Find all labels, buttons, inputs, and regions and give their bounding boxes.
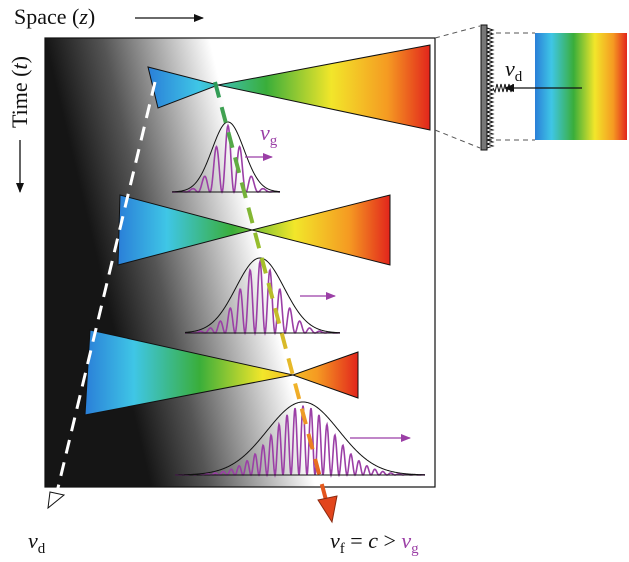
text: > [378, 528, 401, 553]
text: c [368, 528, 378, 553]
text: v [401, 528, 411, 553]
text: f [340, 541, 345, 557]
carrier [171, 123, 281, 194]
vd-inset-label: vd [505, 56, 523, 85]
text: z [78, 4, 88, 29]
text: v [505, 56, 515, 81]
inset [434, 24, 627, 151]
text: d [515, 69, 523, 85]
text: ) [88, 4, 95, 29]
arrow-head [47, 491, 66, 510]
space-label: Space (z) [14, 4, 95, 29]
text: Time ( [7, 70, 32, 128]
bowties [84, 44, 431, 416]
grating-teeth [486, 27, 514, 149]
grating [480, 24, 488, 151]
bowtie [84, 329, 359, 416]
pulses [171, 121, 426, 478]
text: = [345, 528, 368, 553]
text: t [7, 63, 32, 70]
bowtie [147, 44, 431, 131]
bowtie [117, 194, 391, 266]
vg-label: vg [260, 120, 278, 149]
carrier [175, 405, 426, 478]
text: v [330, 528, 340, 553]
spectrum [535, 33, 627, 140]
guide [434, 129, 481, 149]
guide [434, 25, 481, 39]
text: v [260, 120, 270, 145]
dispersion-line [55, 81, 157, 493]
text: d [38, 541, 46, 557]
text: v [28, 528, 38, 553]
envelope [171, 121, 281, 193]
vf-label: vf = c > vg [330, 528, 419, 557]
arrow-head [317, 495, 338, 524]
text: g [270, 133, 278, 149]
text: ) [7, 56, 32, 63]
text: g [411, 541, 419, 557]
time-label: Time (t) [7, 56, 32, 128]
vd-label: vd [28, 528, 46, 557]
focus-line [213, 81, 328, 501]
envelope [174, 401, 426, 476]
text: Space ( [14, 4, 79, 29]
